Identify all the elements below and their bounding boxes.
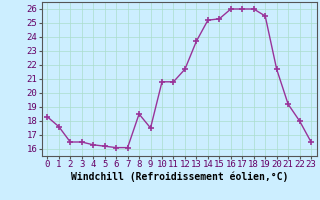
X-axis label: Windchill (Refroidissement éolien,°C): Windchill (Refroidissement éolien,°C) [70,172,288,182]
